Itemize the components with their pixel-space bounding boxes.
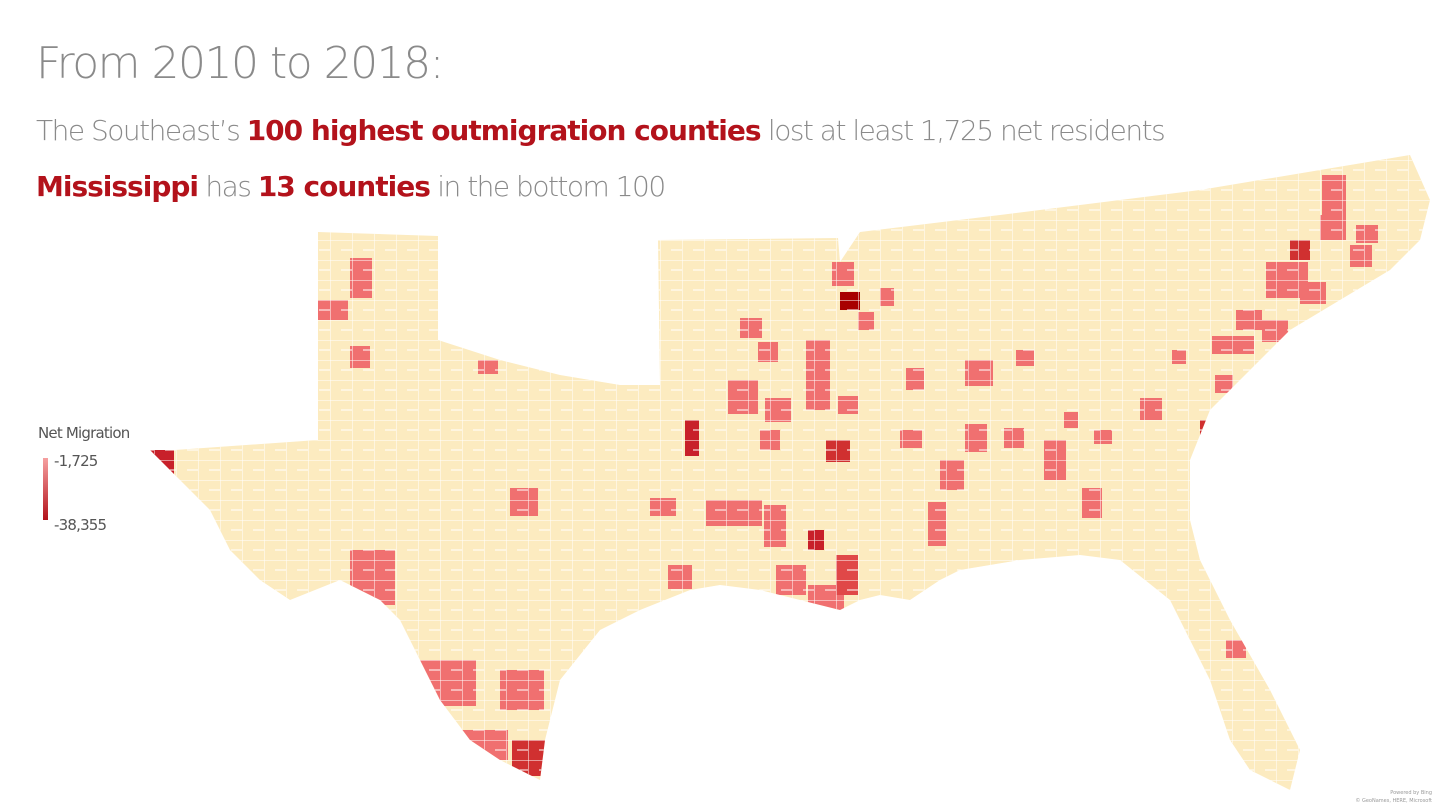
attribution: Powered by Bing (1390, 790, 1432, 796)
highlight: Mississippi (36, 170, 198, 203)
text: in the bottom 100 (430, 170, 665, 203)
legend-label: -38,355 (54, 516, 107, 534)
legend-scale (43, 458, 48, 520)
highlight: 100 highest outmigration counties (247, 114, 761, 147)
subtitle: Mississippi has 13 counties in the botto… (36, 170, 665, 203)
title: From 2010 to 2018: (36, 38, 443, 89)
text: has (198, 170, 258, 203)
attribution: © GeoNames, HERE, Microsoft (1355, 797, 1432, 804)
legend: Net Migration -1,725 -38,355 (38, 424, 131, 534)
subtitle: The Southeast’s 100 highest outmigration… (36, 114, 1164, 147)
highlight: 13 counties (258, 170, 430, 203)
text: The Southeast’s (36, 114, 247, 147)
legend-label: -1,725 (54, 452, 98, 470)
text: lost at least 1,725 net residents (761, 114, 1165, 147)
legend-title: Net Migration (38, 424, 130, 442)
